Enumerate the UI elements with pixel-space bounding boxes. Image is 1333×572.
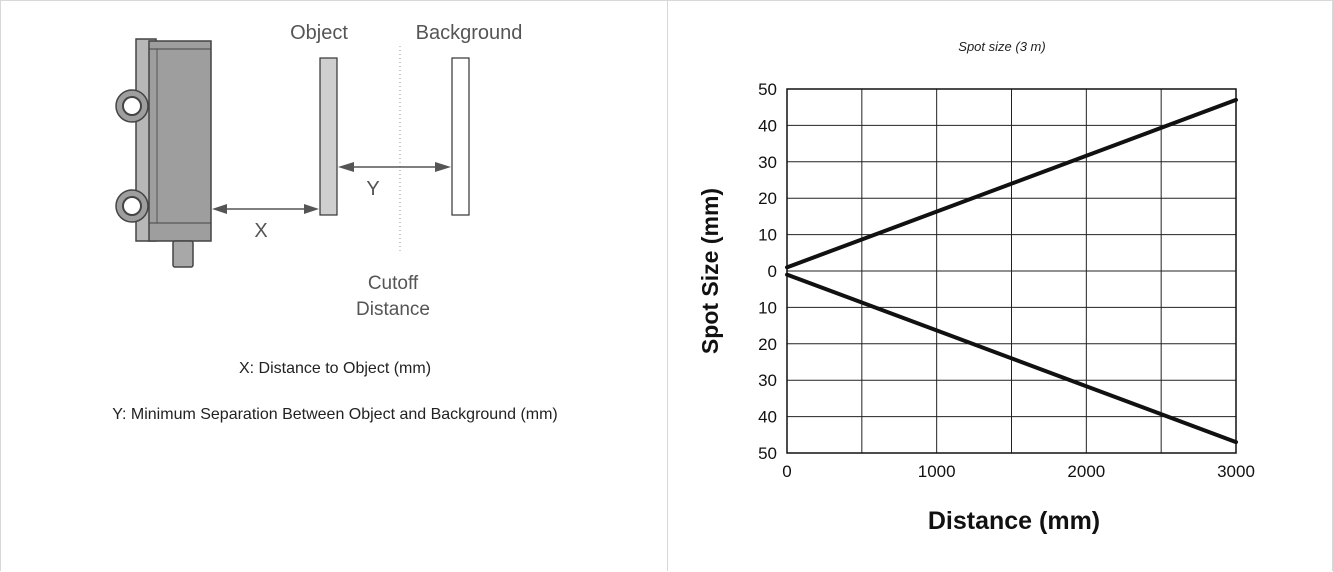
y-tick-label: 30 [758, 371, 777, 390]
y-tick-label: 10 [758, 298, 777, 317]
y-tick-label: 10 [758, 226, 777, 245]
sensor-diagram: Object Background X Y Cutoff Distance [115, 22, 523, 320]
series-line-1 [785, 97, 1238, 270]
x-axis-label: Distance (mm) [928, 507, 1100, 535]
x-tick-labels: 0 1000 2000 3000 [782, 462, 1255, 481]
object-label: Object [290, 22, 348, 44]
x-label: X [254, 220, 267, 242]
y-tick-label: 50 [758, 80, 777, 99]
x-tick-label: 0 [782, 462, 791, 481]
y-tick-label: 40 [758, 408, 777, 427]
cutoff-label-line1: Cutoff [368, 273, 419, 294]
y-tick-label: 50 [758, 444, 777, 463]
cutoff-label-line2: Distance [356, 299, 430, 320]
spot-size-chart: Spot size (3 m) 50 40 30 20 10 0 10 20 30 40 50 0 1… [697, 39, 1255, 535]
y-tick-label: 20 [758, 335, 777, 354]
y-tick-label: 40 [758, 116, 777, 135]
x-tick-label: 3000 [1217, 462, 1255, 481]
background-bar [451, 57, 470, 216]
x-arrow [212, 204, 319, 214]
x-tick-label: 1000 [918, 462, 956, 481]
y-arrow [338, 162, 451, 172]
y-caption: Y: Minimum Separation Between Object and… [112, 406, 558, 423]
x-caption: X: Distance to Object (mm) [238, 360, 432, 377]
sensor-diagram-panel: Object Background X Y Cutoff Distance X:… [0, 0, 668, 571]
sensor-body [115, 38, 212, 268]
x-tick-label: 2000 [1067, 462, 1105, 481]
spot-size-chart-panel: Spot size (3 m) 50 40 30 20 10 0 10 20 30 40 50 0 1… [668, 0, 1333, 571]
chart-grid [786, 88, 1237, 454]
y-label: Y [366, 178, 379, 200]
plot-frame [786, 88, 1237, 454]
y-axis-label: Spot Size (mm) [697, 188, 723, 354]
y-tick-labels: 50 40 30 20 10 0 10 20 30 40 50 [758, 80, 777, 463]
y-tick-label: 20 [758, 189, 777, 208]
y-tick-label: 30 [758, 153, 777, 172]
object-bar [319, 57, 338, 216]
chart-title: Spot size (3 m) [958, 39, 1045, 54]
chart-series [785, 97, 1238, 445]
background-label: Background [416, 22, 523, 44]
y-tick-label: 0 [768, 262, 777, 281]
series-line-2 [785, 272, 1238, 445]
